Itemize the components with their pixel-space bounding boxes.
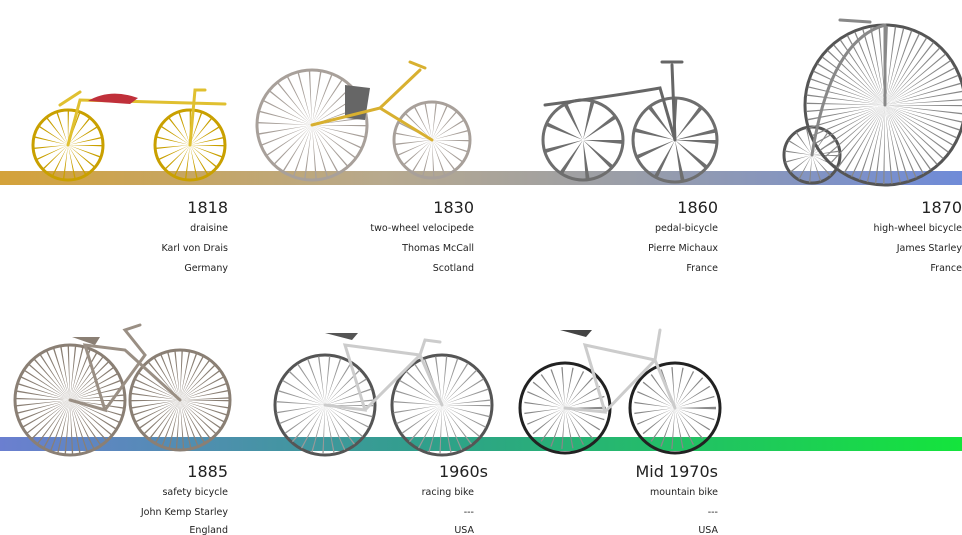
entry-label: 1860 pedal-bicycle Pierre Michaux France [648,198,718,274]
country: France [686,263,718,274]
bike-name: pedal-bicycle [655,223,718,234]
country: USA [454,525,474,535]
racing-bike-drawing [275,333,492,455]
frame [565,330,675,412]
country: France [930,263,962,274]
inventor: Thomas McCall [401,243,474,254]
entry-label: 1960s racing bike --- USA [422,462,488,535]
entry-label: 1885 safety bicycle John Kemp Starley En… [140,462,229,535]
bike-name: mountain bike [650,487,718,498]
year: 1860 [677,198,718,217]
saddle [88,94,138,104]
mountain-bike-drawing [520,330,720,453]
year: Mid 1970s [635,462,718,481]
bike-name: safety bicycle [162,487,228,498]
year: 1885 [187,462,228,481]
inventor: James Starley [896,243,962,254]
saddle [560,330,592,337]
draisine-drawing [33,90,225,180]
timeline: 1818 draisine Karl von Drais Germany 183… [0,0,962,535]
entry-label: Mid 1970s mountain bike --- USA [635,462,718,535]
year: 1870 [921,198,962,217]
saddle [325,333,358,340]
bike-name: racing bike [422,487,474,498]
spokes [563,120,603,160]
inventor: Pierre Michaux [648,243,718,254]
velocipede-drawing [257,62,470,180]
timeline-bar [0,437,962,451]
high-wheel-drawing [784,20,962,185]
year: 1830 [433,198,474,217]
year: 1960s [439,462,488,481]
pedal-bicycle-drawing [543,62,717,182]
entry-label: 1870 high-wheel bicycle James Starley Fr… [873,198,962,274]
safety-bicycle-drawing [15,325,230,455]
inventor: Karl von Drais [161,243,228,254]
bike-name: draisine [190,223,228,234]
inventor: John Kemp Starley [140,507,229,518]
country: Scotland [433,263,474,274]
country: USA [698,525,718,535]
country: England [189,525,228,535]
bike-name: two-wheel velocipede [370,223,474,234]
inventor: --- [708,507,718,518]
year: 1818 [187,198,228,217]
bike-name: high-wheel bicycle [873,223,962,234]
entry-label: 1830 two-wheel velocipede Thomas McCall … [370,198,474,274]
country: Germany [184,263,228,274]
inventor: --- [464,507,474,518]
entry-label: 1818 draisine Karl von Drais Germany [161,198,228,274]
